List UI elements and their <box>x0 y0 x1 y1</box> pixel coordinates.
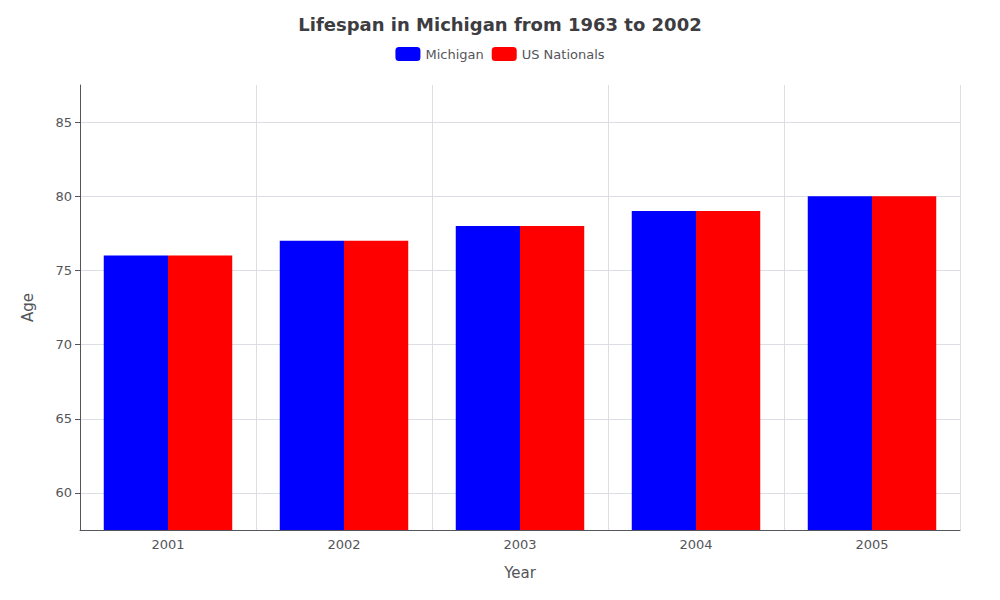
svg-text:75: 75 <box>55 263 72 278</box>
svg-text:60: 60 <box>55 485 72 500</box>
svg-text:80: 80 <box>55 189 72 204</box>
svg-text:Lifespan in Michigan from 1963: Lifespan in Michigan from 1963 to 2002 <box>298 14 701 35</box>
svg-text:70: 70 <box>55 337 72 352</box>
svg-text:65: 65 <box>55 411 72 426</box>
svg-text:2003: 2003 <box>503 537 536 552</box>
svg-text:Year: Year <box>503 564 537 582</box>
svg-text:Michigan: Michigan <box>425 47 483 62</box>
svg-text:2001: 2001 <box>151 537 184 552</box>
svg-text:Age: Age <box>19 293 37 322</box>
svg-text:2005: 2005 <box>855 537 888 552</box>
svg-text:2002: 2002 <box>327 537 360 552</box>
svg-text:85: 85 <box>55 115 72 130</box>
svg-text:US Nationals: US Nationals <box>522 47 605 62</box>
svg-text:2004: 2004 <box>679 537 712 552</box>
